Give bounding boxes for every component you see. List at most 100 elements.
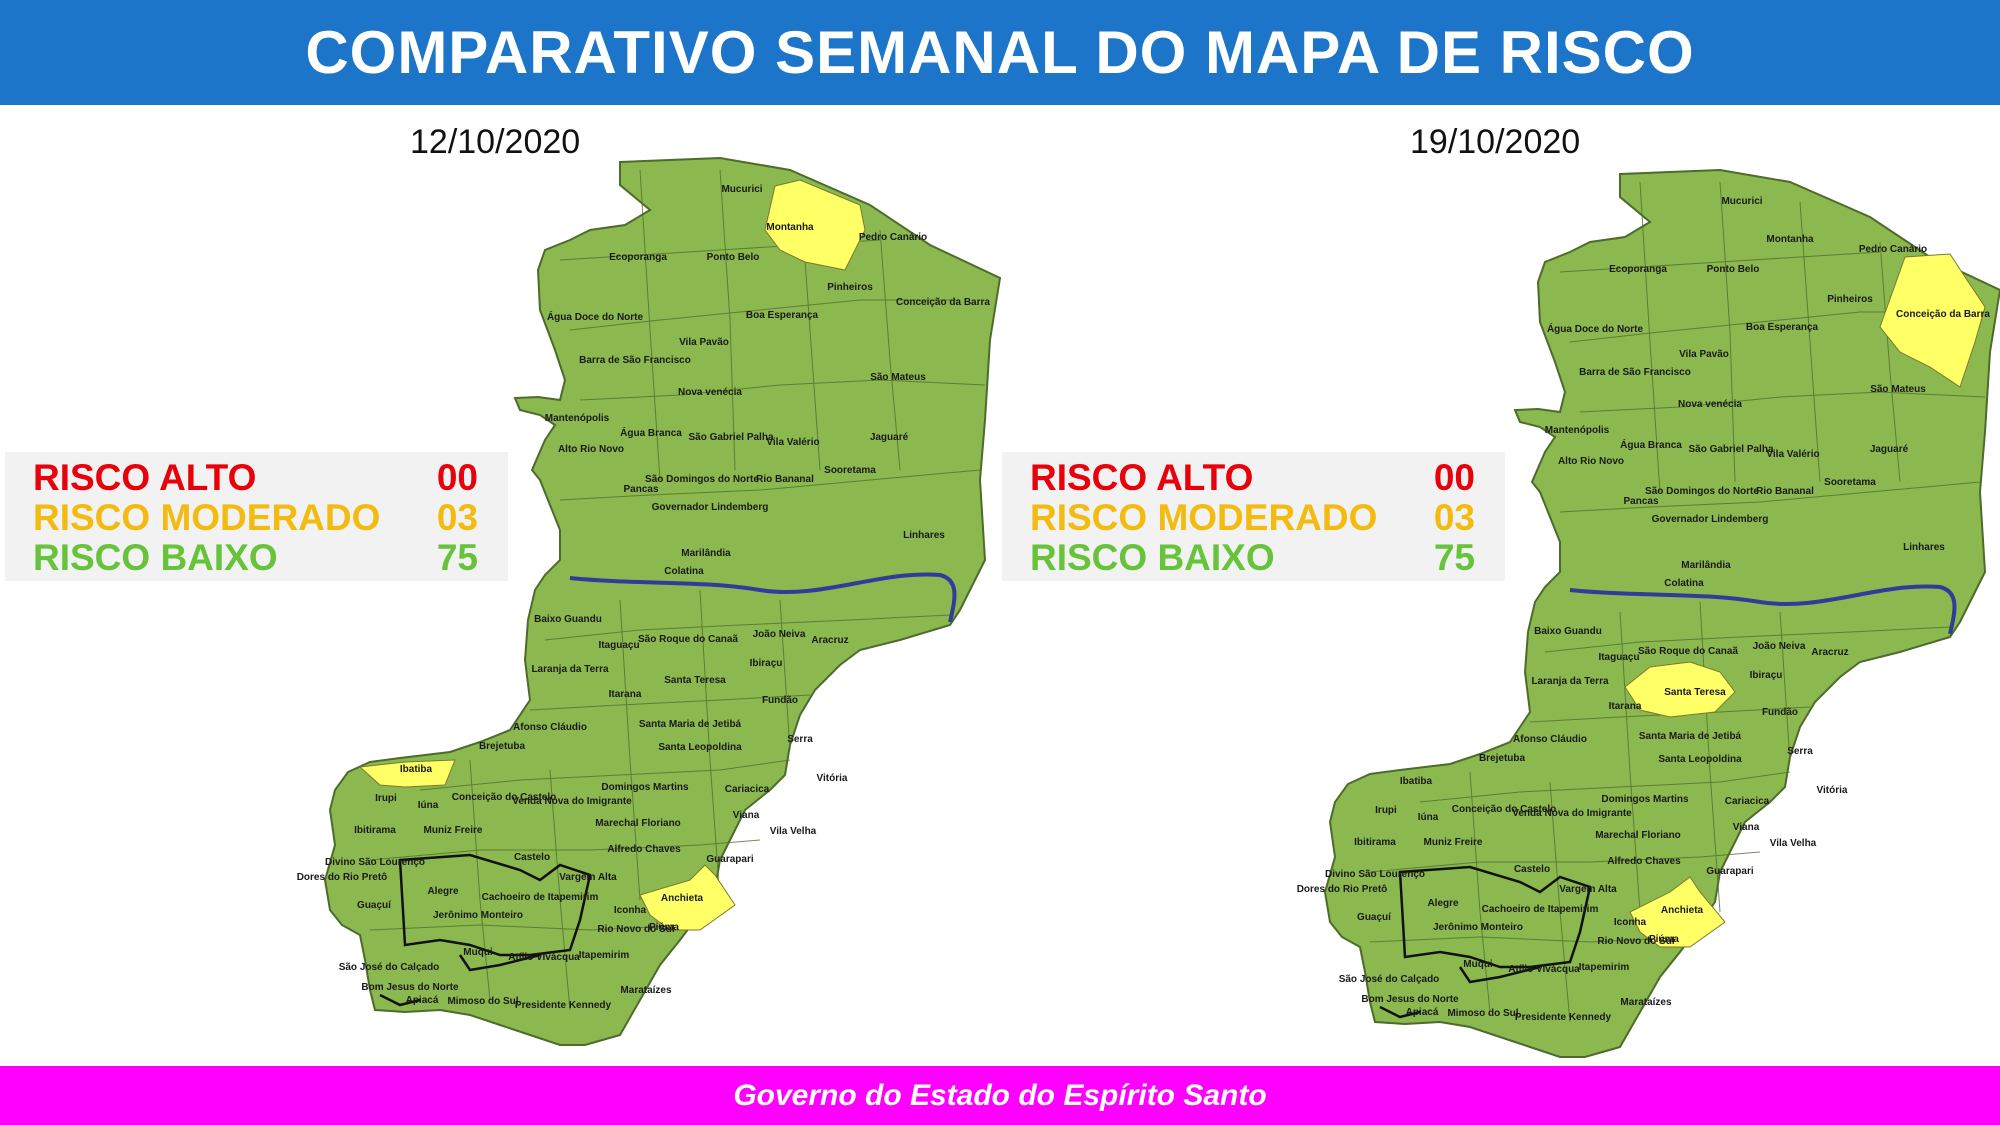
- municipality-label-conceicao-da-barra: Conceição da Barra: [1896, 309, 1990, 320]
- municipality-label-conceicao-da-barra: Conceição da Barra: [896, 297, 990, 308]
- municipality-label-rio-novo-do-sul: Rio Novo do Sul: [1597, 936, 1674, 947]
- municipality-label-atilio-vivacqua: Atílio Vivácqua: [508, 952, 580, 963]
- municipality-label-santa-leopoldina: Santa Leopoldina: [1658, 754, 1742, 765]
- municipality-label-muqui: Muqui: [1463, 959, 1493, 970]
- page-title: COMPARATIVO SEMANAL DO MAPA DE RISCO: [305, 19, 1695, 86]
- municipality-label-itaguacu: Itaguaçu: [1598, 652, 1639, 663]
- municipality-label-sao-domingos-do-norte: São Domingos do Norte: [1645, 486, 1759, 497]
- municipality-label-barra-de-sao-francisco: Barra de São Francisco: [579, 355, 691, 366]
- map-left: Mucurici Montanha Pedro Canário Ecoporanga P…: [297, 157, 1001, 1046]
- municipality-label-montanha: Montanha: [1766, 234, 1814, 245]
- municipality-label-marechal-floriano: Marechal Floriano: [1595, 830, 1681, 841]
- legend-value-low: 75: [1433, 537, 1475, 578]
- municipality-label-iuna: Iúna: [1418, 812, 1439, 823]
- municipality-label-vargem-alta: Vargem Alta: [1559, 884, 1617, 895]
- legend-row-low: RISCO BAIXO 75: [33, 537, 478, 578]
- municipality-label-nova-venecia: Nova venécia: [678, 387, 742, 398]
- municipality-label-jaguare: Jaguaré: [1870, 444, 1909, 455]
- municipality-label-marataizes: Marataízes: [620, 985, 672, 996]
- municipality-label-presidente-kennedy: Presidente Kennedy: [515, 1000, 612, 1011]
- legend-label-low: RISCO BAIXO: [1030, 537, 1275, 578]
- municipality-label-dores-do-rio-preto: Dores do Rio Pretô: [1297, 884, 1388, 895]
- municipality-label-ecoporanga: Ecoporanga: [1609, 264, 1667, 275]
- legend-row-high: RISCO ALTO 00: [33, 457, 478, 498]
- municipality-label-anchieta: Anchieta: [1661, 905, 1704, 916]
- municipality-label-ibitirama: Ibitirama: [354, 825, 396, 836]
- municipality-label-mimoso-do-sul: Mimoso do Sul: [1447, 1008, 1518, 1019]
- title-banner: COMPARATIVO SEMANAL DO MAPA DE RISCO: [0, 0, 2000, 105]
- municipality-label-vitoria: Vitória: [817, 773, 848, 784]
- municipality-label-agua-doce-do-norte: Água Doce do Norte: [1547, 322, 1644, 335]
- municipality-label-itapemirim: Itapemirim: [1579, 962, 1630, 973]
- legend-value-moderate: 03: [436, 497, 478, 538]
- municipality-label-ponto-belo: Ponto Belo: [707, 252, 760, 263]
- municipality-label-afonso-claudio: Afonso Cláudio: [1513, 734, 1587, 745]
- municipality-label-mantenopolis: Mantenópolis: [1545, 425, 1610, 436]
- municipality-label-alto-rio-novo: Alto Rio Novo: [1558, 456, 1624, 467]
- municipality-label-atilio-vivacqua: Atílio Vivácqua: [1508, 964, 1580, 975]
- municipality-label-serra: Serra: [787, 734, 813, 745]
- municipality-label-mimoso-do-sul: Mimoso do Sul: [447, 996, 518, 1007]
- municipality-label-governador-lindemberg: Governador Lindemberg: [652, 502, 769, 513]
- municipality-label-castelo: Castelo: [514, 852, 550, 863]
- municipality-label-muniz-freire: Muniz Freire: [424, 825, 483, 836]
- municipality-label-presidente-kennedy: Presidente Kennedy: [1515, 1012, 1612, 1023]
- municipality-label-santa-teresa: Santa Teresa: [1664, 687, 1726, 698]
- municipality-label-guarapari: Guarapari: [1706, 866, 1753, 877]
- municipality-label-linhares: Linhares: [903, 530, 945, 541]
- legend-row-low: RISCO BAIXO 75: [1030, 537, 1475, 578]
- municipality-label-itaguacu: Itaguaçu: [598, 640, 639, 651]
- municipality-label-sooretama: Sooretama: [824, 465, 876, 476]
- municipality-label-linhares: Linhares: [1903, 542, 1945, 553]
- municipality-label-pancas: Pancas: [623, 484, 658, 495]
- municipality-label-sao-domingos-do-norte: São Domingos do Norte: [645, 474, 759, 485]
- footer-text: Governo do Estado do Espírito Santo: [733, 1078, 1267, 1112]
- municipality-label-guacui: Guaçuí: [1357, 912, 1392, 923]
- municipality-label-laranja-da-terra: Laranja da Terra: [1531, 676, 1609, 687]
- municipality-label-agua-branca: Água Branca: [1620, 438, 1682, 451]
- municipality-label-baixo-guandu: Baixo Guandu: [534, 614, 602, 625]
- municipality-label-pedro-canario: Pedro Canário: [1859, 244, 1927, 255]
- municipality-label-ibatiba: Ibatiba: [400, 764, 433, 775]
- municipality-label-mantenopolis: Mantenópolis: [545, 413, 610, 424]
- legend-row-high: RISCO ALTO 00: [1030, 457, 1475, 498]
- municipality-label-vila-valerio: Vila Valério: [766, 437, 819, 448]
- municipality-label-piuma: Piúma: [1649, 934, 1679, 945]
- municipality-label-santa-maria-de-jetiba: Santa Maria de Jetibá: [639, 719, 742, 730]
- municipality-label-vargem-alta: Vargem Alta: [559, 872, 617, 883]
- municipality-label-sao-mateus: São Mateus: [1870, 384, 1926, 395]
- map-right: Mucurici Montanha Pedro Canário Ecoporanga P…: [1297, 169, 2000, 1058]
- municipality-label-alfredo-chaves: Alfredo Chaves: [607, 844, 681, 855]
- municipality-label-nova-venecia: Nova venécia: [1678, 399, 1742, 410]
- municipality-label-alto-rio-novo: Alto Rio Novo: [558, 444, 624, 455]
- municipality-label-viana: Viana: [733, 810, 760, 821]
- municipality-label-divino-sao-lourenco: Divino São Lourenço: [1325, 869, 1425, 880]
- municipality-label-governador-lindemberg: Governador Lindemberg: [1652, 514, 1769, 525]
- municipality-label-aracruz: Aracruz: [811, 635, 848, 646]
- map-date-right: 19/10/2020: [1410, 123, 1581, 161]
- municipality-label-venda-nova-do-imigrante: Venda Nova do Imigrante: [512, 796, 632, 807]
- municipality-label-conceicao-do-castelo: Conceição do Castelo: [1452, 804, 1556, 815]
- municipality-label-brejetuba: Brejetuba: [479, 741, 526, 752]
- municipality-label-conceicao-do-castelo: Conceição do Castelo: [452, 792, 556, 803]
- municipality-label-pancas: Pancas: [1623, 496, 1658, 507]
- legend-label-moderate: RISCO MODERADO: [1030, 497, 1378, 538]
- legend-right: RISCO ALTO 00 RISCO MODERADO 03 RISCO BA…: [1002, 452, 1505, 581]
- municipality-label-itarana: Itarana: [609, 689, 642, 700]
- municipality-label-fundao: Fundão: [762, 695, 798, 706]
- legend-label-high: RISCO ALTO: [1030, 457, 1254, 498]
- municipality-label-dores-do-rio-preto: Dores do Rio Pretô: [297, 872, 388, 883]
- municipality-label-vitoria: Vitória: [1817, 785, 1848, 796]
- municipality-label-irupi: Irupi: [1375, 805, 1397, 816]
- municipality-label-iuna: Iúna: [418, 800, 439, 811]
- municipality-label-rio-bananal: Rio Bananal: [1756, 486, 1814, 497]
- municipality-label-itarana: Itarana: [1609, 701, 1642, 712]
- municipality-label-marilandia: Marilândia: [1681, 560, 1731, 571]
- municipality-label-sao-roque-do-canaa: São Roque do Canaã: [638, 634, 738, 645]
- municipality-label-ponto-belo: Ponto Belo: [1707, 264, 1760, 275]
- municipality-label-rio-bananal: Rio Bananal: [756, 474, 814, 485]
- municipality-label-sao-roque-do-canaa: São Roque do Canaã: [1638, 646, 1738, 657]
- legend-label-low: RISCO BAIXO: [33, 537, 278, 578]
- municipality-label-pinheiros: Pinheiros: [1827, 294, 1873, 305]
- municipality-label-cariacica: Cariacica: [1725, 796, 1770, 807]
